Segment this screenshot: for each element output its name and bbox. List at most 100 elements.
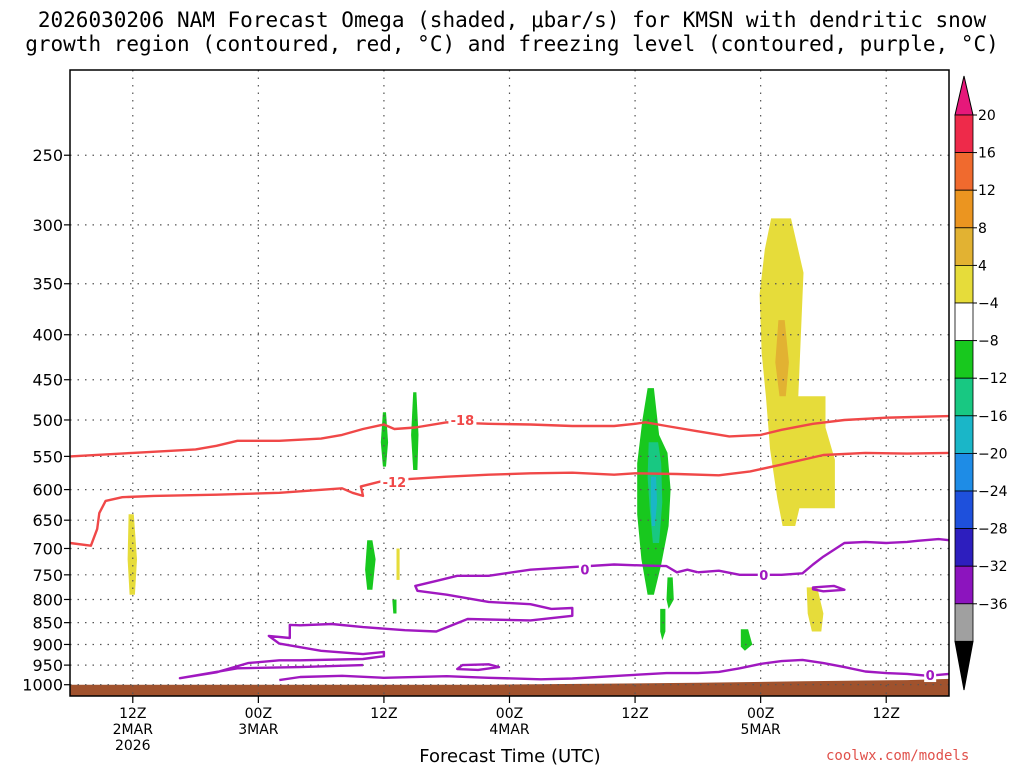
y-tick-label-900: 900 [32,635,63,654]
colorbar-top-arrow [954,75,974,116]
y-tick-label-350: 350 [32,275,63,294]
colorbar-tick-label-6: −8 [978,334,999,350]
y-tick-label-550: 550 [32,447,63,466]
colorbar-swatch-12 [954,565,974,605]
colorbar-tick-label-3: 8 [978,221,987,237]
omega-region-9 [380,412,389,467]
chart-title-line2: growth region (contoured, red, °C) and f… [25,32,999,56]
x-tick-label-66-1: 5MAR [740,722,781,738]
ground-fill [70,678,949,696]
omega-region-4 [396,548,400,580]
x-tick-label-18-0: 00Z [245,706,272,722]
x-axis-label: Forecast Time (UTC) [419,746,601,767]
colorbar-tick-label-7: −12 [978,371,1008,387]
contour-label-bg-3 [757,567,770,582]
contour-label-3: 0 [759,569,768,584]
contour-label-0: -18 [451,414,475,429]
x-tick-label-66-0: 00Z [747,706,774,722]
contour-3 [697,537,950,576]
y-tick-label-950: 950 [32,656,63,675]
contour-label-bg-4 [924,668,937,683]
y-tick-label-850: 850 [32,614,63,633]
omega-region-13 [740,629,753,651]
contour-label-bg-1 [380,474,409,489]
y-tick-label-650: 650 [32,511,63,530]
contour-label-bg-0 [448,412,477,427]
credit-link[interactable]: coolwx.com/models [826,748,970,764]
colorbar-bottom-arrow [954,640,974,691]
colorbar-tick-label-8: −16 [978,409,1008,425]
x-tick-label-54-0: 12Z [621,706,648,722]
contour-label-2: 0 [580,564,589,579]
y-tick-label-450: 450 [32,371,63,390]
contour-label-bg-2 [578,562,591,577]
contour-1 [69,451,950,547]
y-tick-label-300: 300 [32,216,63,235]
colorbar-tick-label-13: −36 [978,597,1008,613]
colorbar-tick-label-4: 4 [978,258,987,274]
colorbar-tick-label-1: 16 [978,146,996,162]
y-tick-label-400: 400 [32,326,63,345]
colorbar-swatch-5 [954,302,974,341]
contour-label-1: -12 [383,476,407,491]
y-tick-label-500: 500 [32,411,63,430]
y-tick-label-700: 700 [32,539,63,558]
x-tick-label-30-0: 12Z [370,706,397,722]
contour-label-4: 0 [926,669,935,684]
omega-region-1 [759,218,835,526]
colorbar-swatch-1 [954,152,974,191]
colorbar-swatch-2 [954,189,974,229]
y-tick-label-250: 250 [32,146,63,165]
colorbar-swatch-13 [954,603,974,642]
contour-2 [178,563,699,680]
colorbar-swatch-7 [954,377,974,417]
omega-region-3 [806,587,824,632]
colorbar-tick-label-5: −4 [978,296,999,312]
colorbar-swatch-10 [954,490,974,529]
omega-region-8 [411,392,419,470]
colorbar-swatch-6 [954,340,974,379]
contour-label-layer: -18 -12 0 0 0 [380,412,937,684]
omega-region-2 [775,320,789,397]
colorbar-tick-label-0: 20 [978,108,996,124]
x-tick-label-6-0: 12Z [119,706,146,722]
colorbar-swatch-9 [954,452,974,492]
omega-region-11 [666,577,674,609]
omega-region-0 [127,514,137,595]
contour-6 [811,584,846,593]
colorbar-swatch-4 [954,264,974,304]
colorbar: 20 16 12 8 4 −4 −8 −12 −16 −20 −24 −28 −32 −36 [954,75,1008,691]
ground-layer [70,678,949,696]
omega-shading-layer [127,218,835,651]
x-tick-label-6-2: 2026 [115,738,151,754]
colorbar-tick-label-11: −28 [978,522,1008,538]
x-tick-label-42-1: 4MAR [489,722,530,738]
colorbar-swatch-3 [954,227,974,266]
contour-0 [69,414,950,458]
y-tick-label-800: 800 [32,590,63,609]
colorbar-tick-label-9: −20 [978,446,1008,462]
omega-region-12 [660,608,666,641]
colorbar-tick-label-12: −32 [978,559,1008,575]
y-tick-label-1000: 1000 [22,676,63,695]
colorbar-swatch-11 [954,528,974,567]
omega-region-10 [365,540,376,590]
colorbar-swatch-0 [954,114,974,153]
contour-4 [279,658,950,682]
colorbar-tick-label-2: 12 [978,183,996,199]
y-tick-label-750: 750 [32,566,63,585]
colorbar-swatch-8 [954,415,974,454]
y-axis-ticks: 250 300 350 400 450 500 550 600 650 700 750 800 850 9… [22,146,70,695]
contour-5 [456,663,501,672]
x-tick-label-78-0: 12Z [873,706,900,722]
x-tick-label-18-1: 3MAR [238,722,279,738]
chart-title-line1: 2026030206 NAM Forecast Omega (shaded, μ… [37,8,987,32]
x-tick-label-6-1: 2MAR [113,722,154,738]
colorbar-tick-label-10: −24 [978,484,1008,500]
contour-layer [69,414,950,682]
y-tick-label-600: 600 [32,481,63,500]
omega-region-14 [392,599,397,614]
x-tick-label-42-0: 00Z [496,706,523,722]
